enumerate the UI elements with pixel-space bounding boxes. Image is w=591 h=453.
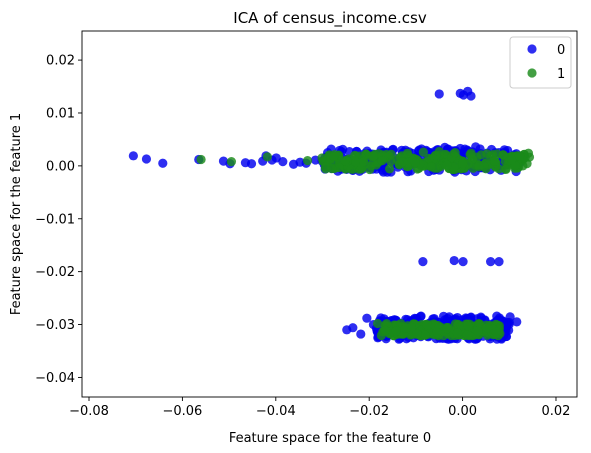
legend: 01 — [509, 36, 572, 89]
plot-marks — [128, 86, 535, 344]
point-series-1-12 — [394, 159, 405, 169]
point-series-1-11 — [386, 149, 396, 159]
point-series-1-6 — [340, 155, 350, 166]
point-series-0-0 — [128, 151, 138, 161]
point-series-0-53 — [494, 257, 504, 267]
x-axis-label: Feature space for the feature 0 — [229, 431, 431, 446]
point-series-1-34 — [422, 319, 432, 330]
point-series-1-14 — [410, 158, 421, 168]
point-series-1-2 — [262, 152, 272, 162]
point-series-1-5 — [329, 151, 339, 161]
x-tick-label: 0.02 — [542, 404, 571, 419]
x-tick-label: −0.02 — [349, 404, 389, 419]
point-series-1-29 — [373, 318, 383, 329]
point-series-1-32 — [401, 323, 412, 333]
point-series-1-15 — [418, 147, 428, 157]
point-series-1-35 — [432, 327, 442, 337]
series-1 — [196, 146, 535, 341]
chart-title: ICA of census_income.csv — [233, 9, 427, 28]
y-tick-label: −0.01 — [35, 212, 75, 227]
point-series-1-16 — [426, 162, 436, 172]
point-series-1-19 — [450, 148, 460, 158]
point-series-0-band-1 — [440, 315, 450, 325]
y-tick-label: 0.02 — [46, 54, 75, 69]
point-series-1-9 — [368, 151, 378, 161]
point-series-0-1 — [141, 154, 152, 164]
point-series-0-2 — [158, 158, 168, 168]
point-series-1-40 — [482, 323, 492, 333]
point-series-1-3 — [302, 155, 313, 166]
point-series-1-38 — [463, 321, 473, 331]
point-series-1-26 — [507, 154, 517, 165]
point-series-1-8 — [358, 157, 369, 167]
point-series-0-56 — [356, 329, 366, 339]
point-series-1-36 — [442, 324, 452, 334]
point-series-0-48 — [466, 91, 476, 101]
point-series-1-band-0 — [384, 164, 395, 174]
x-tick-label: −0.08 — [69, 404, 109, 419]
legend-marker-0 — [527, 44, 537, 54]
y-tick-label: −0.03 — [35, 318, 75, 333]
point-series-0-7 — [246, 159, 257, 169]
legend-marker-1 — [527, 68, 537, 78]
x-tick-label: −0.04 — [256, 404, 296, 419]
point-series-1-28 — [523, 148, 534, 158]
point-series-1-39 — [472, 326, 483, 336]
y-axis-label: Feature space for the feature 1 — [9, 113, 24, 315]
point-series-1-4 — [317, 153, 327, 163]
y-tick-label: −0.02 — [35, 265, 75, 280]
point-series-1-24 — [490, 156, 500, 166]
point-series-1-31 — [391, 326, 401, 336]
y-tick-label: 0.00 — [46, 159, 75, 174]
point-series-1-band-1 — [419, 330, 430, 340]
point-series-1-band-0 — [351, 157, 361, 167]
point-series-1-band-0 — [320, 162, 331, 172]
legend-label-0: 0 — [557, 43, 565, 58]
point-series-0-12 — [278, 157, 288, 167]
point-series-1-10 — [377, 155, 387, 166]
point-series-1-21 — [466, 148, 476, 158]
point-series-1-1 — [226, 157, 237, 167]
legend-label-1: 1 — [557, 67, 565, 82]
legend-box — [509, 36, 572, 89]
point-series-1-27 — [514, 151, 525, 161]
point-series-1-band-0 — [334, 163, 344, 173]
point-series-1-30 — [380, 325, 390, 335]
plot-frame — [81, 30, 578, 398]
point-series-1-37 — [452, 328, 463, 338]
point-series-1-20 — [457, 159, 468, 169]
point-series-1-0 — [196, 154, 206, 165]
point-series-1-41 — [491, 327, 501, 337]
point-series-0-78 — [504, 317, 514, 328]
point-series-0-50 — [449, 255, 459, 266]
point-series-1-18 — [442, 160, 452, 170]
y-tick-label: 0.01 — [46, 106, 75, 121]
point-series-1-17 — [434, 146, 444, 157]
point-series-0-51 — [458, 257, 468, 267]
point-series-1-33 — [412, 329, 422, 339]
x-tick-label: 0.00 — [448, 404, 477, 419]
point-series-1-band-1 — [463, 330, 473, 340]
point-series-1-25 — [498, 150, 508, 160]
axes: −0.08 −0.06 −0.04 −0.02 0.00 0.02 0.02 0.01 0.00… — [35, 30, 578, 419]
point-series-0-57 — [362, 313, 372, 323]
point-series-0-49 — [418, 257, 428, 267]
point-series-0-52 — [486, 257, 496, 267]
point-series-1-23 — [482, 149, 492, 159]
point-series-0-55 — [348, 323, 358, 333]
point-series-1-22 — [474, 162, 484, 172]
point-series-1-band-0 — [346, 164, 356, 174]
point-series-1-13 — [402, 148, 413, 158]
point-series-1-band-0 — [501, 164, 511, 175]
point-series-0-79 — [512, 317, 522, 327]
x-tick-label: −0.06 — [162, 404, 202, 419]
point-series-0-37 — [471, 142, 481, 152]
point-series-0-65 — [416, 311, 426, 321]
y-tick-label: −0.04 — [35, 371, 75, 386]
point-series-1-7 — [350, 150, 360, 160]
point-series-0-44 — [434, 89, 444, 99]
